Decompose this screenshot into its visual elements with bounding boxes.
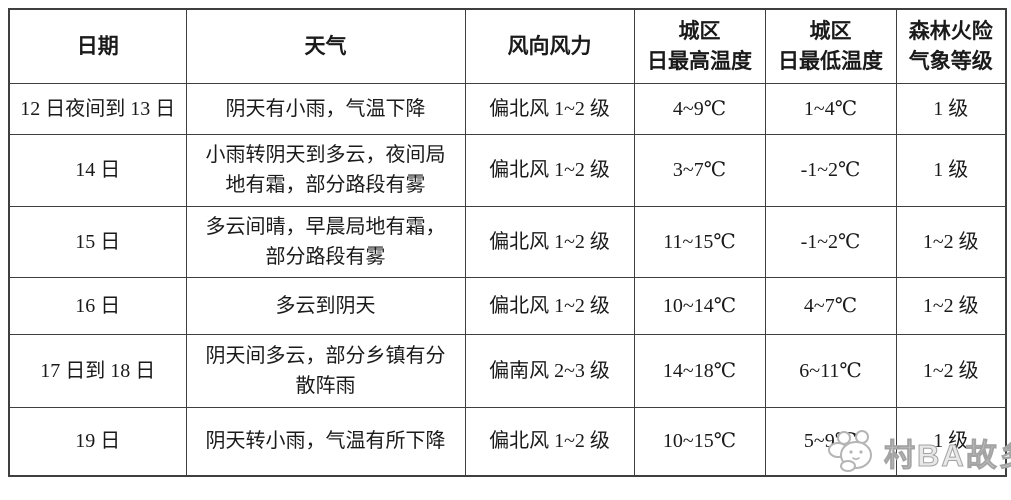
cell-wind: 偏北风 1~2 级 xyxy=(464,205,635,278)
table-row: 14 日 小雨转阴天到多云，夜间局地有霜，部分路段有雾 偏北风 1~2 级 3~… xyxy=(8,133,1007,207)
cell-max-temp: 10~14℃ xyxy=(633,276,766,335)
table-row: 19 日 阴天转小雨，气温有所下降 偏北风 1~2 级 10~15℃ 5~9℃ … xyxy=(8,406,1007,477)
cell-max-temp: 14~18℃ xyxy=(633,333,766,408)
cell-date: 19 日 xyxy=(8,406,187,477)
table-row: 12 日夜间到 13 日 阴天有小雨，气温下降 偏北风 1~2 级 4~9℃ 1… xyxy=(8,82,1007,135)
header-max-temp: 城区 日最高温度 xyxy=(633,8,766,84)
cell-min-temp: 6~11℃ xyxy=(764,333,897,408)
header-wind: 风向风力 xyxy=(464,8,635,84)
header-label: 森林火险 xyxy=(908,18,993,43)
table-header-row: 日期 天气 风向风力 城区 日最高温度 城区 日最低温度 xyxy=(8,8,1007,84)
cell-wind: 偏南风 2~3 级 xyxy=(464,333,635,408)
cell-min-temp: 5~9℃ xyxy=(764,406,897,477)
cell-wind: 偏北风 1~2 级 xyxy=(464,406,635,477)
cell-weather: 小雨转阴天到多云，夜间局地有霜，部分路段有雾 xyxy=(185,133,466,207)
header-label: 天气 xyxy=(304,34,347,59)
cell-weather: 阴天有小雨，气温下降 xyxy=(185,82,466,135)
cell-date: 17 日到 18 日 xyxy=(8,333,187,408)
header-weather: 天气 xyxy=(185,8,466,84)
header-label: 城区 xyxy=(809,18,852,43)
cell-fire-risk: 1 级 xyxy=(895,82,1007,135)
cell-wind: 偏北风 1~2 级 xyxy=(464,276,635,335)
cell-weather: 多云到阴天 xyxy=(185,276,466,335)
cell-weather: 多云间晴，早晨局地有霜，部分路段有雾 xyxy=(185,205,466,278)
table-row: 17 日到 18 日 阴天间多云，部分乡镇有分散阵雨 偏南风 2~3 级 14~… xyxy=(8,333,1007,408)
header-fire-risk: 森林火险 气象等级 xyxy=(895,8,1007,84)
cell-max-temp: 10~15℃ xyxy=(633,406,766,477)
cell-min-temp: 1~4℃ xyxy=(764,82,897,135)
header-label: 气象等级 xyxy=(908,49,993,74)
cell-fire-risk: 1~2 级 xyxy=(895,333,1007,408)
cell-fire-risk: 1~2 级 xyxy=(895,276,1007,335)
header-min-temp: 城区 日最低温度 xyxy=(764,8,897,84)
weather-forecast-table: 日期 天气 风向风力 城区 日最高温度 城区 日最低温度 xyxy=(8,8,1007,477)
cell-fire-risk: 1 级 xyxy=(895,133,1007,207)
table-row: 16 日 多云到阴天 偏北风 1~2 级 10~14℃ 4~7℃ 1~2 级 xyxy=(8,276,1007,335)
cell-date: 16 日 xyxy=(8,276,187,335)
cell-max-temp: 3~7℃ xyxy=(633,133,766,207)
header-label: 日最低温度 xyxy=(778,49,883,74)
cell-weather: 阴天间多云，部分乡镇有分散阵雨 xyxy=(185,333,466,408)
header-label: 日期 xyxy=(76,34,119,59)
header-label: 日最高温度 xyxy=(647,49,752,74)
table-row: 15 日 多云间晴，早晨局地有霜，部分路段有雾 偏北风 1~2 级 11~15℃… xyxy=(8,205,1007,278)
cell-wind: 偏北风 1~2 级 xyxy=(464,82,635,135)
cell-wind: 偏北风 1~2 级 xyxy=(464,133,635,207)
cell-fire-risk: 1~2 级 xyxy=(895,205,1007,278)
cell-date: 14 日 xyxy=(8,133,187,207)
cell-min-temp: -1~2℃ xyxy=(764,133,897,207)
cell-max-temp: 11~15℃ xyxy=(633,205,766,278)
cell-max-temp: 4~9℃ xyxy=(633,82,766,135)
cell-fire-risk: 1 级 xyxy=(895,406,1007,477)
cell-min-temp: -1~2℃ xyxy=(764,205,897,278)
header-label: 风向风力 xyxy=(507,34,592,59)
header-date: 日期 xyxy=(8,8,187,84)
cell-min-temp: 4~7℃ xyxy=(764,276,897,335)
cell-date: 15 日 xyxy=(8,205,187,278)
cell-date: 12 日夜间到 13 日 xyxy=(8,82,187,135)
header-label: 城区 xyxy=(678,18,721,43)
cell-weather: 阴天转小雨，气温有所下降 xyxy=(185,406,466,477)
